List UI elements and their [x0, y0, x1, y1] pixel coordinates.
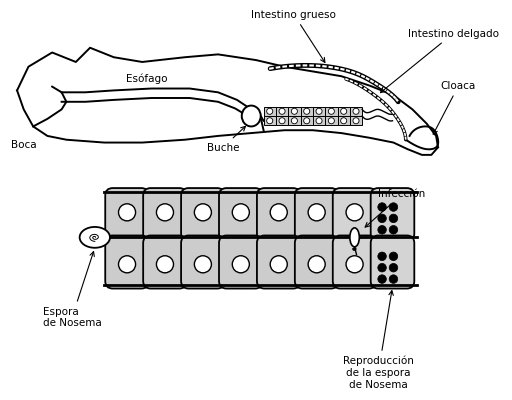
Circle shape — [232, 256, 249, 273]
FancyBboxPatch shape — [333, 236, 376, 288]
Ellipse shape — [350, 228, 359, 247]
Circle shape — [353, 118, 359, 124]
Circle shape — [389, 252, 398, 260]
Circle shape — [378, 264, 387, 272]
Circle shape — [291, 118, 297, 124]
Circle shape — [389, 203, 398, 211]
Bar — [350, 106, 362, 116]
Bar — [264, 116, 276, 126]
Bar — [313, 116, 325, 126]
Bar — [301, 116, 313, 126]
Ellipse shape — [80, 227, 110, 248]
Circle shape — [346, 256, 363, 273]
Circle shape — [118, 256, 136, 273]
Circle shape — [378, 203, 387, 211]
Circle shape — [389, 226, 398, 234]
Circle shape — [157, 204, 174, 221]
Bar — [337, 106, 350, 116]
FancyBboxPatch shape — [371, 188, 414, 241]
Circle shape — [389, 264, 398, 272]
Circle shape — [279, 108, 285, 114]
Circle shape — [346, 204, 363, 221]
Bar — [337, 116, 350, 126]
Text: Intestino grueso: Intestino grueso — [251, 10, 336, 62]
FancyBboxPatch shape — [105, 188, 149, 241]
Circle shape — [328, 108, 334, 114]
Bar — [325, 116, 337, 126]
Circle shape — [378, 252, 387, 260]
FancyBboxPatch shape — [143, 188, 187, 241]
Text: Intestino delgado: Intestino delgado — [380, 28, 499, 93]
Circle shape — [270, 256, 287, 273]
Circle shape — [389, 214, 398, 223]
Circle shape — [270, 204, 287, 221]
Circle shape — [389, 275, 398, 283]
Circle shape — [232, 204, 249, 221]
FancyBboxPatch shape — [371, 236, 414, 288]
Circle shape — [304, 118, 310, 124]
Circle shape — [353, 108, 359, 114]
Text: Buche: Buche — [206, 126, 245, 152]
Circle shape — [118, 204, 136, 221]
Ellipse shape — [242, 106, 261, 126]
Circle shape — [308, 204, 325, 221]
Text: Boca: Boca — [11, 140, 37, 150]
Circle shape — [304, 108, 310, 114]
Circle shape — [316, 118, 322, 124]
Bar — [276, 116, 288, 126]
Bar — [276, 106, 288, 116]
FancyBboxPatch shape — [333, 188, 376, 241]
Text: Espora
de Nosema: Espora de Nosema — [42, 252, 101, 328]
Circle shape — [279, 118, 285, 124]
FancyBboxPatch shape — [295, 188, 338, 241]
Circle shape — [328, 118, 334, 124]
Circle shape — [308, 256, 325, 273]
FancyBboxPatch shape — [181, 236, 225, 288]
FancyBboxPatch shape — [219, 188, 263, 241]
Circle shape — [340, 108, 347, 114]
Text: Reproducción
de la espora
de Nosema: Reproducción de la espora de Nosema — [343, 291, 414, 390]
Bar — [325, 106, 337, 116]
Text: Cloaca: Cloaca — [433, 81, 476, 134]
Circle shape — [340, 118, 347, 124]
Circle shape — [195, 204, 211, 221]
FancyBboxPatch shape — [143, 236, 187, 288]
Circle shape — [267, 108, 273, 114]
FancyBboxPatch shape — [257, 188, 301, 241]
Bar — [301, 106, 313, 116]
FancyBboxPatch shape — [219, 236, 263, 288]
Circle shape — [316, 108, 322, 114]
FancyBboxPatch shape — [181, 188, 225, 241]
Bar — [264, 106, 276, 116]
FancyBboxPatch shape — [295, 236, 338, 288]
Bar — [288, 116, 301, 126]
Text: Infección: Infección — [365, 190, 425, 227]
Circle shape — [195, 256, 211, 273]
FancyBboxPatch shape — [105, 236, 149, 288]
Circle shape — [157, 256, 174, 273]
Text: Esófago: Esófago — [126, 74, 168, 84]
Circle shape — [378, 226, 387, 234]
FancyBboxPatch shape — [257, 236, 301, 288]
Bar — [350, 116, 362, 126]
Bar — [288, 106, 301, 116]
Circle shape — [378, 275, 387, 283]
Bar — [313, 106, 325, 116]
Circle shape — [378, 214, 387, 223]
Circle shape — [267, 118, 273, 124]
Circle shape — [291, 108, 297, 114]
